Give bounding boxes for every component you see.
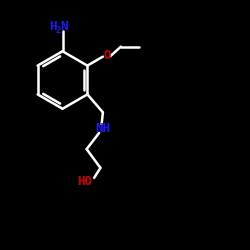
Text: HO: HO — [77, 176, 92, 188]
Text: NH: NH — [95, 122, 110, 136]
Text: O: O — [104, 49, 112, 62]
Text: N: N — [60, 20, 68, 33]
Text: H: H — [49, 20, 56, 33]
Text: 2: 2 — [56, 26, 61, 35]
